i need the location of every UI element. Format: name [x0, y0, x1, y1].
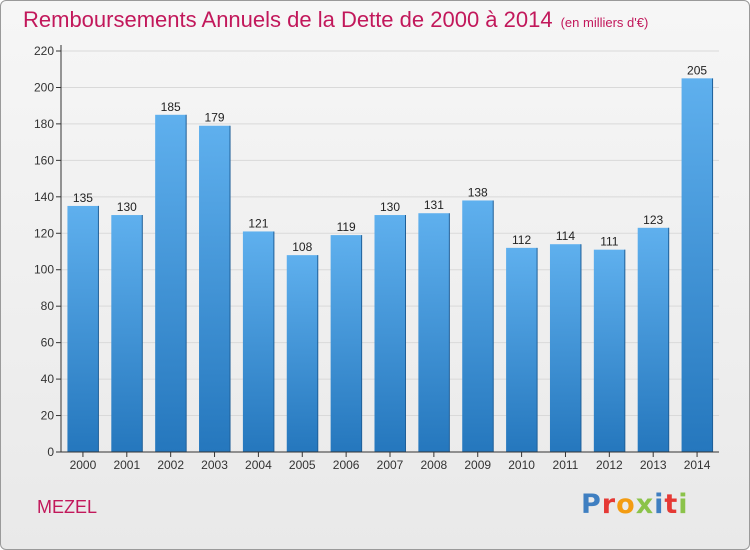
logo-letter: x — [635, 489, 655, 520]
logo-letter: r — [601, 489, 617, 520]
bar — [549, 244, 581, 452]
x-tick-label: 2005 — [289, 458, 316, 472]
value-label: 111 — [600, 235, 619, 249]
value-label: 179 — [205, 111, 225, 125]
logo-letter: t — [664, 489, 679, 520]
value-label: 138 — [468, 185, 488, 199]
y-tick-label: 40 — [41, 372, 55, 386]
value-label: 121 — [248, 216, 268, 230]
bar — [506, 247, 538, 452]
logo-letter: P — [581, 489, 602, 520]
value-label: 119 — [337, 220, 356, 234]
x-tick-label: 2009 — [464, 458, 491, 472]
x-tick-label: 2013 — [640, 458, 667, 472]
value-label: 185 — [161, 100, 181, 114]
x-tick-label: 2004 — [245, 458, 272, 472]
y-tick-label: 220 — [34, 44, 54, 58]
commune-name: MEZEL — [37, 497, 98, 517]
value-label: 131 — [424, 198, 444, 212]
x-tick-label: 2012 — [596, 458, 623, 472]
axes — [56, 45, 719, 457]
y-tick-label: 120 — [34, 226, 54, 240]
y-tick-label: 200 — [34, 80, 54, 94]
bar — [681, 78, 713, 452]
y-tick-label: 180 — [34, 117, 54, 131]
value-label: 112 — [512, 233, 531, 247]
bar — [67, 205, 99, 452]
bar — [155, 114, 187, 452]
logo-letter: i — [654, 489, 665, 520]
logo-letter: i — [678, 489, 689, 520]
chart-subtitle: (en milliers d'€) — [560, 15, 649, 30]
chart-title-text: Remboursements Annuels de la Dette de 20… — [23, 7, 553, 32]
y-tick-label: 140 — [34, 190, 54, 204]
bar — [418, 213, 450, 452]
y-tick-label: 80 — [41, 299, 55, 313]
y-tick-label: 20 — [41, 409, 55, 423]
value-label: 130 — [117, 200, 137, 214]
x-tick-label: 2008 — [421, 458, 448, 472]
proxiti-logo: Proxiti — [581, 489, 689, 520]
x-tick-label: 2010 — [508, 458, 535, 472]
x-tick-label: 2002 — [157, 458, 184, 472]
bar — [330, 235, 362, 452]
x-tick-label: 2014 — [684, 458, 711, 472]
y-tick-label: 100 — [34, 263, 54, 277]
x-tick-label: 2011 — [553, 458, 579, 472]
bar — [286, 255, 318, 452]
y-tick-label: 60 — [41, 336, 55, 350]
x-tick-label: 2006 — [333, 458, 360, 472]
bar — [462, 200, 494, 452]
value-label: 205 — [687, 63, 707, 77]
logo-letter: o — [616, 489, 636, 520]
bar — [242, 231, 274, 452]
value-label: 123 — [643, 213, 663, 227]
bar — [593, 249, 625, 452]
bar — [374, 215, 406, 452]
x-tick-label: 2001 — [113, 458, 140, 472]
bar — [199, 125, 231, 453]
value-label: 135 — [73, 191, 93, 205]
chart-title: Remboursements Annuels de la Dette de 20… — [23, 7, 648, 33]
bar — [637, 227, 669, 452]
x-tick-label: 2007 — [377, 458, 404, 472]
bars — [67, 78, 714, 453]
y-tick-label: 0 — [47, 445, 54, 459]
value-label: 108 — [292, 240, 312, 254]
x-tick-label: 2003 — [201, 458, 228, 472]
value-label: 114 — [556, 229, 575, 243]
x-tick-label: 2000 — [70, 458, 97, 472]
bar — [111, 215, 143, 452]
value-label: 130 — [380, 200, 400, 214]
y-tick-label: 160 — [34, 153, 54, 167]
labels: 0 20 40 60 80 100 120 140 160 180 200 220 135 2000 130… — [34, 44, 711, 472]
